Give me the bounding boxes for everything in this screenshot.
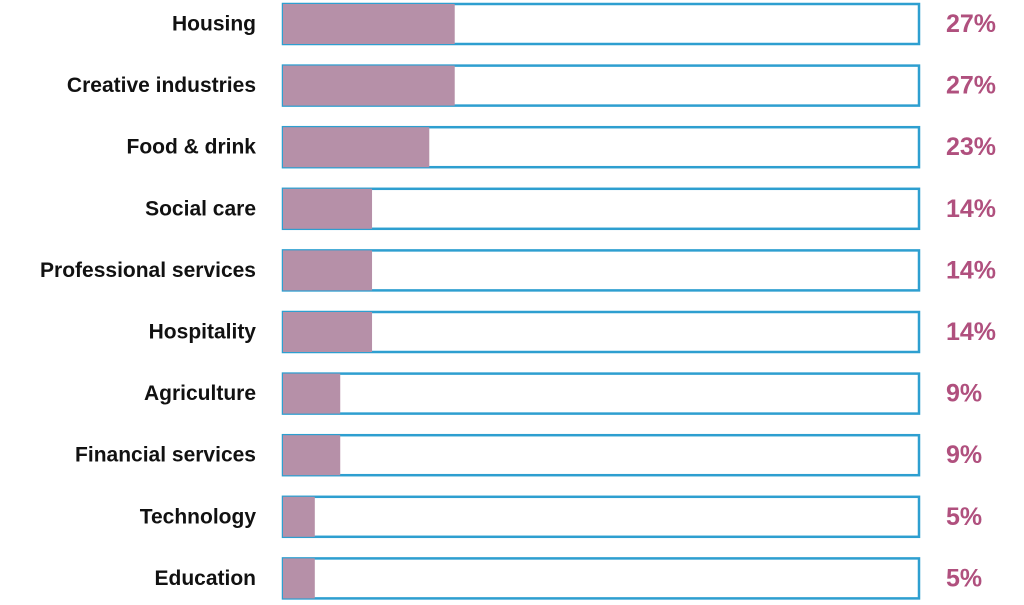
category-label: Professional services	[40, 259, 256, 282]
value-label: 14%	[946, 318, 996, 346]
value-label: 14%	[946, 195, 996, 223]
category-label: Hospitality	[149, 321, 257, 344]
category-label: Agriculture	[144, 382, 256, 405]
value-label: 27%	[946, 10, 996, 38]
category-label: Financial services	[75, 444, 256, 467]
bar	[283, 558, 315, 599]
bar-track	[281, 495, 921, 539]
category-label: Housing	[172, 13, 256, 36]
value-label: 9%	[946, 441, 982, 469]
bar	[283, 250, 373, 291]
bar	[283, 65, 455, 106]
bar-track	[281, 433, 921, 477]
value-label: 23%	[946, 133, 996, 161]
value-label: 5%	[946, 503, 982, 531]
bar-track	[281, 187, 921, 231]
value-label: 9%	[946, 380, 982, 408]
category-label: Social care	[145, 197, 256, 220]
bar-track	[281, 372, 921, 415]
bar	[283, 188, 373, 229]
value-label: 5%	[946, 564, 982, 592]
bar	[283, 496, 315, 537]
bar	[283, 312, 373, 352]
bar	[283, 4, 455, 44]
bar-track	[281, 249, 921, 292]
category-label: Food & drink	[127, 136, 257, 159]
category-label: Technology	[140, 505, 257, 528]
category-label: Creative industries	[67, 74, 256, 97]
bar	[283, 373, 341, 414]
value-label: 27%	[946, 72, 996, 100]
bar	[283, 435, 341, 476]
value-label: 14%	[946, 256, 996, 284]
bar	[283, 127, 430, 168]
bar-track	[281, 310, 921, 354]
bar-track	[281, 557, 921, 600]
category-label: Education	[154, 567, 256, 590]
